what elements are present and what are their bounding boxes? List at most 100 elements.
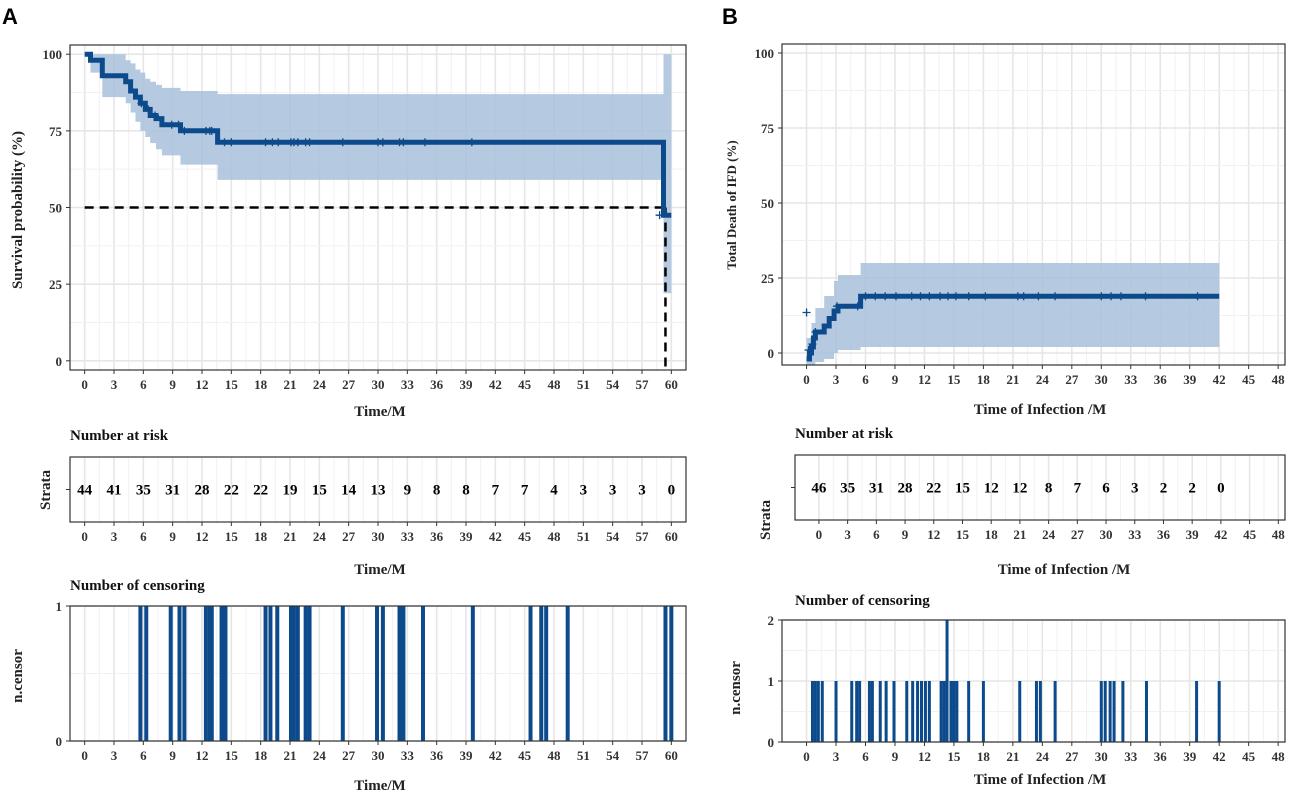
- b-main-censor-mark: [981, 292, 990, 301]
- panel-a-xlabel: Time/M: [354, 404, 405, 420]
- a-main-xtick-label: 15: [225, 377, 239, 392]
- b-risk-xtick-label: 30: [1100, 527, 1113, 542]
- b-censor-bar: [1018, 681, 1022, 742]
- b-censor-xtick-label: 48: [1272, 749, 1286, 764]
- panel-b-ylabel: Total Death of IFD (%): [724, 140, 739, 270]
- b-censor-xtick-label: 39: [1183, 749, 1197, 764]
- b-censor-bar: [1034, 681, 1038, 742]
- b-censor-bar: [816, 681, 820, 742]
- b-risk-count: 12: [1012, 481, 1027, 497]
- b-censor-bar: [1099, 681, 1103, 742]
- b-main-censor-mark: [1107, 292, 1116, 301]
- panel-b-risk-xlabel: Time of Infection /M: [998, 562, 1131, 578]
- a-main-xtick-label: 12: [196, 377, 209, 392]
- a-main-censor-mark: [293, 138, 302, 147]
- a-risk-xtick-label: 39: [460, 529, 474, 544]
- b-censor-xtick-label: 12: [918, 749, 931, 764]
- b-main-ytick-label: 50: [761, 196, 774, 211]
- b-censor-xtick-label: 21: [1006, 749, 1019, 764]
- a-risk-xtick-label: 48: [548, 529, 562, 544]
- a-main-censor-mark: [338, 138, 347, 147]
- a-main-xtick-label: 27: [342, 377, 356, 392]
- b-main-censor-mark: [1116, 292, 1125, 301]
- b-main-xtick-label: 24: [1036, 372, 1050, 387]
- a-main-xtick-label: 3: [111, 377, 118, 392]
- b-censor-bar: [1038, 681, 1042, 742]
- a-risk-xtick-label: 12: [196, 529, 209, 544]
- b-risk-count: 7: [1074, 481, 1082, 497]
- a-censor-bar: [544, 606, 549, 741]
- b-censor-xtick-label: 45: [1242, 749, 1256, 764]
- a-main-censor-mark: [180, 126, 189, 135]
- a-main-ytick-label: 0: [56, 354, 63, 369]
- a-main-censor-mark: [305, 138, 314, 147]
- b-risk-xtick-label: 3: [844, 527, 851, 542]
- b-censor-bar: [923, 681, 927, 742]
- panel-a-censor-xlabel: Time/M: [354, 778, 405, 794]
- b-risk-xtick-label: 42: [1214, 527, 1227, 542]
- b-censor-xtick-label: 27: [1065, 749, 1079, 764]
- a-censor-xtick-label: 21: [284, 748, 297, 763]
- b-risk-count: 31: [869, 481, 884, 497]
- b-risk-xtick-label: 48: [1272, 527, 1286, 542]
- b-main-xtick-label: 30: [1095, 372, 1108, 387]
- a-risk-xtick-label: 36: [430, 529, 444, 544]
- a-main-censor-mark: [420, 138, 429, 147]
- a-main-censor-mark: [378, 138, 387, 147]
- a-risk-count: 4: [550, 483, 558, 499]
- a-censor-xtick-label: 36: [430, 748, 444, 763]
- b-risk-xtick-label: 27: [1071, 527, 1085, 542]
- a-censor-xtick-label: 60: [665, 748, 678, 763]
- a-censor-bar: [168, 606, 173, 741]
- a-main-censor-mark: [167, 120, 176, 129]
- a-risk-xtick-label: 0: [81, 529, 88, 544]
- b-risk-xtick-label: 36: [1157, 527, 1171, 542]
- b-main-censor-mark: [1193, 292, 1202, 301]
- b-main-censor-mark: [861, 292, 870, 301]
- a-main-censor-mark: [261, 138, 270, 147]
- a-censor-ytick-label: 0: [56, 734, 63, 749]
- a-censor-bar: [303, 606, 308, 741]
- a-risk-xtick-label: 18: [254, 529, 268, 544]
- a-risk-count: 28: [195, 483, 210, 499]
- b-main-xtick-label: 42: [1213, 372, 1226, 387]
- b-censor-bar: [945, 620, 949, 742]
- b-main-censor-mark: [925, 292, 934, 301]
- a-censor-bar: [144, 606, 149, 741]
- b-censor-bar: [916, 681, 920, 742]
- a-risk-xtick-label: 60: [665, 529, 678, 544]
- panel-b-xlabel: Time of Infection /M: [974, 402, 1107, 418]
- b-risk-xtick-label: 18: [985, 527, 999, 542]
- a-censor-xtick-label: 0: [81, 748, 88, 763]
- a-risk-xtick-label: 24: [313, 529, 327, 544]
- b-censor-xtick-label: 24: [1036, 749, 1050, 764]
- a-censor-bar: [268, 606, 273, 741]
- b-censor-bar: [905, 681, 909, 742]
- a-risk-count: 19: [283, 483, 298, 499]
- b-censor-bar: [955, 681, 959, 742]
- b-censor-xtick-label: 6: [862, 749, 869, 764]
- a-censor-ytick-label: 1: [56, 599, 63, 614]
- a-main-censor-mark: [220, 138, 229, 147]
- a-censor-bar: [565, 606, 570, 741]
- a-censor-xtick-label: 27: [342, 748, 356, 763]
- b-censor-bar: [834, 681, 838, 742]
- a-main-censor-mark: [137, 99, 146, 108]
- a-main-censor-mark: [274, 138, 283, 147]
- a-risk-xtick-label: 3: [111, 529, 118, 544]
- a-main-xtick-label: 57: [636, 377, 650, 392]
- panel-b-censor-ylabel: n.censor: [728, 661, 744, 715]
- a-main-censor-mark: [144, 105, 153, 114]
- b-main-censor-mark: [936, 292, 945, 301]
- b-censor-xtick-label: 36: [1154, 749, 1168, 764]
- b-censor-bar: [878, 681, 882, 742]
- a-risk-xtick-label: 27: [342, 529, 356, 544]
- a-risk-xtick-label: 57: [636, 529, 650, 544]
- b-main-ytick-label: 25: [761, 271, 775, 286]
- a-censor-bar: [182, 606, 187, 741]
- b-main-ytick-label: 100: [755, 46, 775, 61]
- panel-a-censor-ylabel: n.censor: [10, 649, 26, 703]
- a-censor-bar: [223, 606, 228, 741]
- a-censor-xtick-label: 3: [111, 748, 118, 763]
